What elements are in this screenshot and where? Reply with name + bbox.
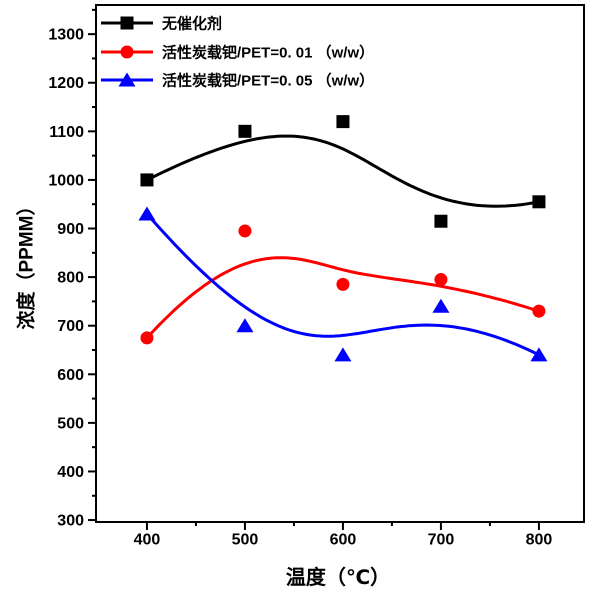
y-tick-label-300: 300 bbox=[57, 513, 84, 530]
series-curve-2 bbox=[145, 212, 540, 357]
series-1-marker-400 bbox=[140, 331, 154, 345]
series-0-marker-500 bbox=[238, 124, 252, 138]
x-tick-label-700: 700 bbox=[428, 532, 455, 549]
legend-marker-2 bbox=[118, 72, 136, 87]
y-tick-label-800: 800 bbox=[57, 270, 84, 287]
series-2-marker-500 bbox=[236, 318, 254, 333]
legend-item-2: 活性炭载钯/PET=0. 05 （w/w） bbox=[101, 72, 374, 90]
series-1-marker-600 bbox=[336, 277, 350, 291]
series-2-marker-600 bbox=[334, 347, 352, 362]
y-axis-title: 浓度（PPMM） bbox=[15, 196, 38, 329]
y-tick-label-500: 500 bbox=[57, 415, 84, 432]
legend-marker-0 bbox=[120, 16, 134, 30]
legend-item-1: 活性炭载钯/PET=0. 01 （w/w） bbox=[101, 44, 374, 62]
x-tick-label-800: 800 bbox=[526, 532, 553, 549]
legend-item-0: 无催化剂 bbox=[101, 15, 222, 33]
plot-border bbox=[95, 4, 585, 523]
series-2-marker-800 bbox=[530, 347, 548, 362]
x-axis-title: 温度（℃） bbox=[286, 565, 390, 589]
series-1-marker-800 bbox=[532, 304, 546, 318]
y-tick-label-1300: 1300 bbox=[48, 27, 84, 44]
legend-label-0: 无催化剂 bbox=[161, 15, 222, 33]
y-tick-label-1100: 1100 bbox=[49, 124, 84, 141]
y-tick-label-1000: 1000 bbox=[48, 172, 84, 189]
legend-marker-1 bbox=[120, 45, 134, 59]
legend-label-2: 活性炭载钯/PET=0. 05 （w/w） bbox=[162, 72, 374, 90]
y-tick-label-1200: 1200 bbox=[48, 75, 84, 92]
series-curve-0 bbox=[146, 134, 540, 208]
x-tick-label-500: 500 bbox=[232, 532, 259, 549]
series-2-marker-700 bbox=[432, 298, 450, 313]
series-0-marker-700 bbox=[434, 214, 448, 228]
series-0-marker-400 bbox=[140, 173, 154, 187]
legend-label-1: 活性炭载钯/PET=0. 01 （w/w） bbox=[162, 44, 374, 62]
y-tick-label-400: 400 bbox=[57, 464, 84, 481]
data-series bbox=[138, 115, 548, 362]
series-0-marker-600 bbox=[336, 115, 350, 129]
y-tick-label-700: 700 bbox=[57, 318, 84, 335]
series-1-marker-500 bbox=[238, 224, 252, 238]
tick-labels: 400 500 600 700 800 300 400 500 600 700 800 900 1000… bbox=[48, 27, 552, 549]
plot-frame bbox=[95, 4, 585, 523]
series-curve-1 bbox=[145, 256, 540, 339]
y-tick-label-600: 600 bbox=[57, 367, 84, 384]
x-tick-label-600: 600 bbox=[330, 532, 357, 549]
series-0-marker-800 bbox=[532, 195, 546, 209]
series-2-marker-400 bbox=[138, 206, 156, 221]
x-tick-label-400: 400 bbox=[134, 532, 161, 549]
axis-ticks bbox=[88, 8, 540, 530]
y-tick-label-900: 900 bbox=[57, 221, 84, 238]
series-1-marker-700 bbox=[434, 273, 448, 287]
